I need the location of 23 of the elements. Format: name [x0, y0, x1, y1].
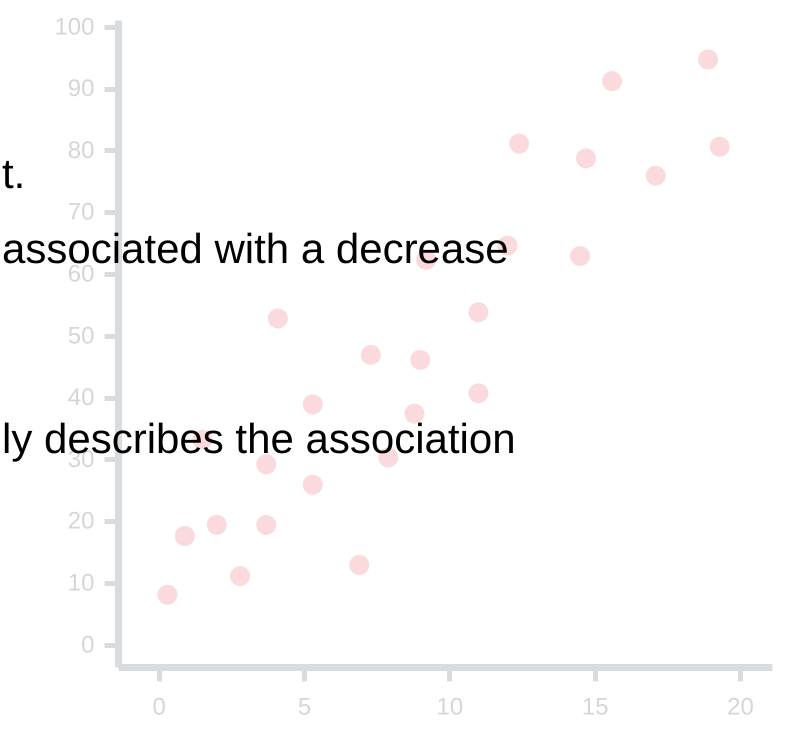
- point: [710, 136, 730, 157]
- point: [646, 166, 666, 186]
- point: [602, 71, 622, 92]
- point: [302, 394, 323, 414]
- point: [410, 350, 430, 370]
- point: [230, 566, 250, 586]
- point: [256, 514, 276, 535]
- point: [404, 404, 424, 424]
- point: [174, 526, 195, 546]
- point: [206, 514, 227, 535]
- point: [256, 454, 276, 474]
- point: [349, 555, 370, 576]
- point: [509, 134, 530, 154]
- point: [698, 50, 718, 70]
- point: [570, 246, 590, 266]
- point: [157, 584, 178, 605]
- point: [268, 308, 288, 328]
- point: [360, 344, 381, 365]
- point: [576, 148, 596, 168]
- text: t.: [2, 150, 26, 197]
- point: [468, 383, 488, 404]
- point: [468, 302, 488, 322]
- point: [302, 474, 323, 495]
